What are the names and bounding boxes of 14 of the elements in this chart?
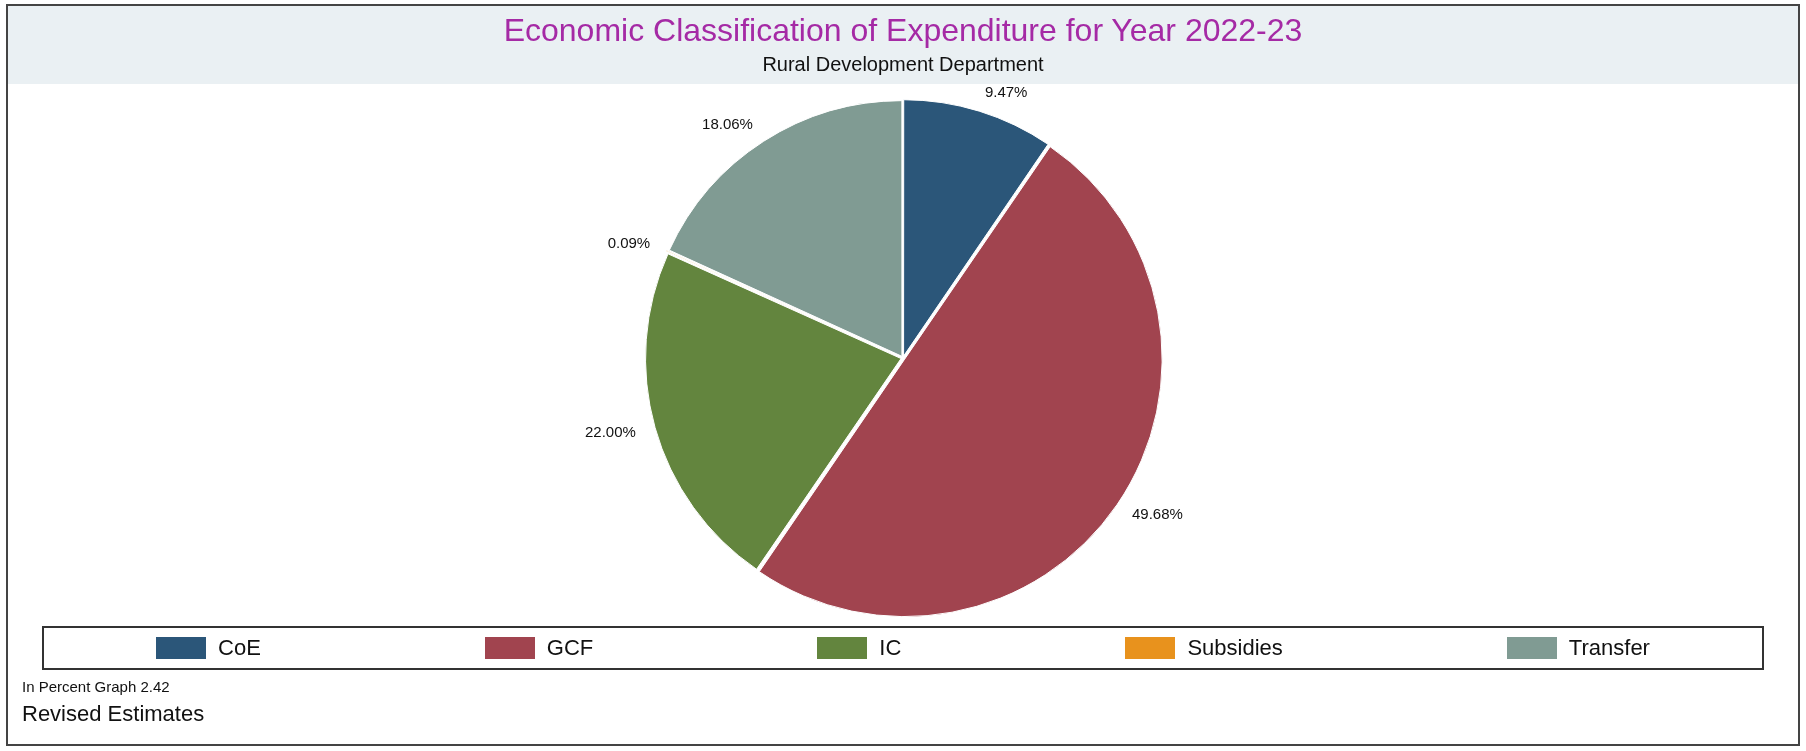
chart-subtitle: Rural Development Department [761, 53, 1045, 76]
data-label: 49.68% [1132, 504, 1183, 522]
text: Revised Estimates [22, 701, 205, 727]
text: In Percent Graph 2.42 [22, 678, 171, 695]
legend-label: IC [879, 635, 902, 661]
data-label: 9.47% [984, 83, 1028, 100]
legend-label: GCF [546, 635, 594, 661]
chart-title: Economic Classification of Expenditure for Year 2022-23 [502, 12, 1304, 49]
data-label: 18.06% [702, 114, 753, 132]
data-label: 22.00% [584, 423, 636, 441]
legend-label: CoE [218, 635, 261, 661]
legend-label: Transfer [1568, 635, 1650, 661]
legend-label: Subsidies [1187, 635, 1283, 661]
data-label: 0.09% [607, 233, 651, 251]
